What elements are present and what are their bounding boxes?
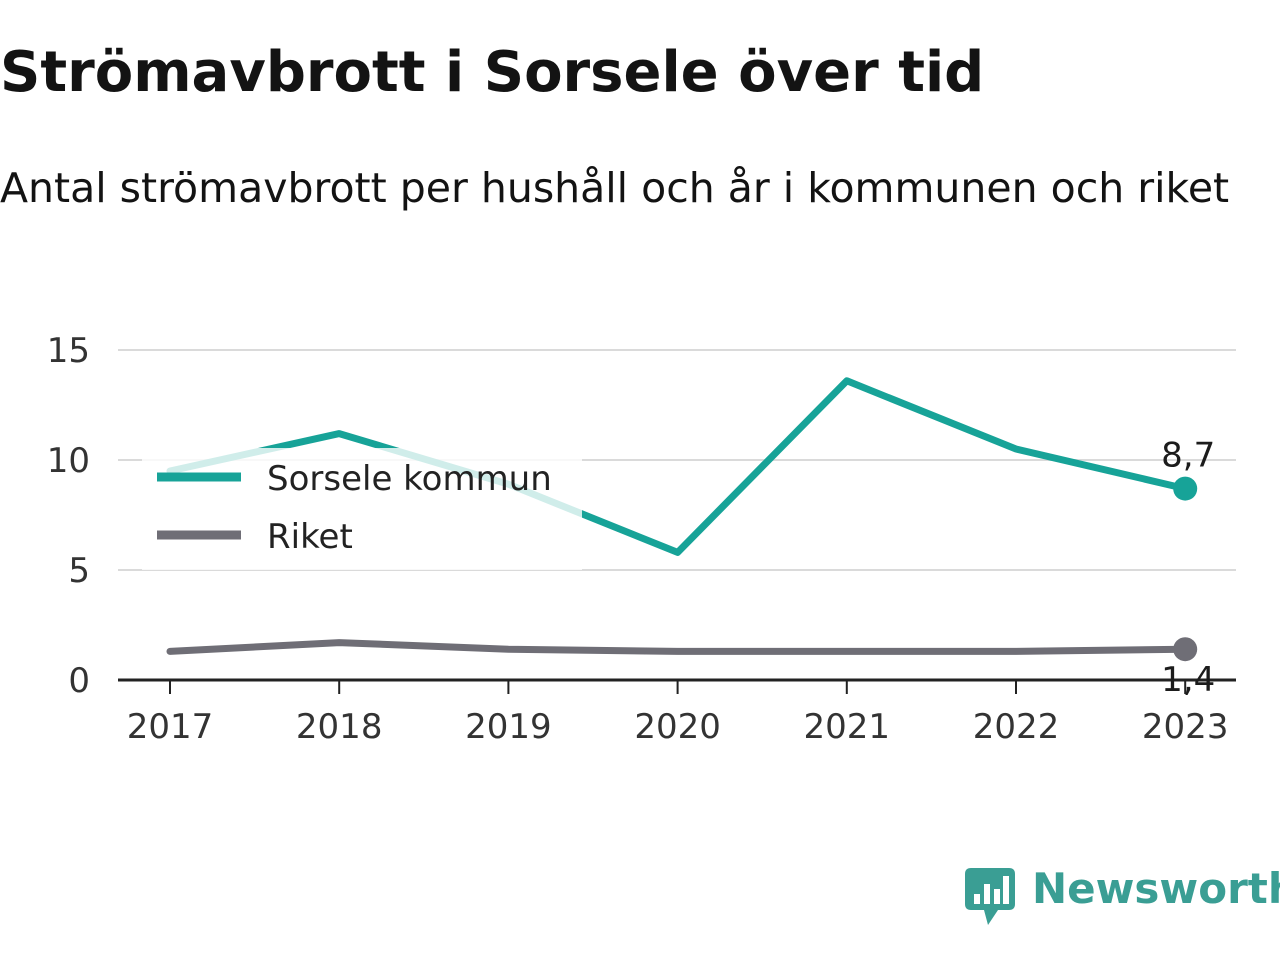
x-tick-label: 2020 bbox=[634, 707, 721, 747]
end-value-label: 1,4 bbox=[1161, 660, 1215, 700]
end-value-label: 8,7 bbox=[1161, 436, 1215, 476]
x-tick-label: 2022 bbox=[973, 707, 1060, 747]
x-tick-label: 2017 bbox=[127, 707, 214, 747]
end-point-sorsele bbox=[1173, 476, 1198, 501]
brand-logo[interactable]: Newsworthy bbox=[965, 864, 1280, 925]
chart-title: Strömavbrott i Sorsele över tid bbox=[0, 40, 985, 105]
x-tick-label: 2021 bbox=[804, 707, 891, 747]
series-lines bbox=[166, 377, 1189, 655]
y-tick-label: 5 bbox=[68, 551, 90, 591]
logo-bar-1 bbox=[974, 894, 980, 904]
logo-bar-3 bbox=[994, 889, 1000, 904]
series-line-sorsele bbox=[166, 377, 1189, 556]
end-points: 8,7 1,4 bbox=[1161, 436, 1215, 701]
legend: Sorsele kommun Riket bbox=[142, 448, 582, 570]
x-tick-label: 2019 bbox=[465, 707, 552, 747]
y-axis-ticks: 0 5 10 15 bbox=[47, 331, 90, 701]
x-tick-label: 2018 bbox=[296, 707, 383, 747]
legend-background bbox=[142, 448, 582, 570]
brand-name: Newsworthy bbox=[1032, 864, 1280, 913]
legend-label-riket: Riket bbox=[267, 517, 353, 557]
y-tick-label: 10 bbox=[47, 441, 90, 481]
y-tick-label: 0 bbox=[68, 661, 90, 701]
logo-bar-2 bbox=[984, 884, 990, 904]
x-tick-label: 2023 bbox=[1142, 707, 1229, 747]
end-point-riket bbox=[1173, 637, 1198, 662]
logo-bar-4 bbox=[1003, 876, 1009, 904]
legend-label-sorsele: Sorsele kommun bbox=[267, 459, 552, 499]
x-axis-ticks: 2017 2018 2019 2020 2021 2022 2023 bbox=[127, 680, 1229, 747]
series-line-riket bbox=[166, 639, 1189, 655]
chart-subtitle: Antal strömavbrott per hushåll och år i … bbox=[0, 164, 1230, 212]
y-tick-label: 15 bbox=[47, 331, 90, 371]
